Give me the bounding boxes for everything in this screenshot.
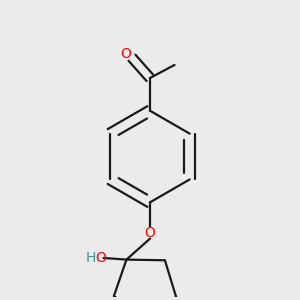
Text: H: H xyxy=(86,251,96,265)
Text: O: O xyxy=(95,251,106,265)
Text: O: O xyxy=(121,47,132,61)
Text: O: O xyxy=(145,226,155,240)
